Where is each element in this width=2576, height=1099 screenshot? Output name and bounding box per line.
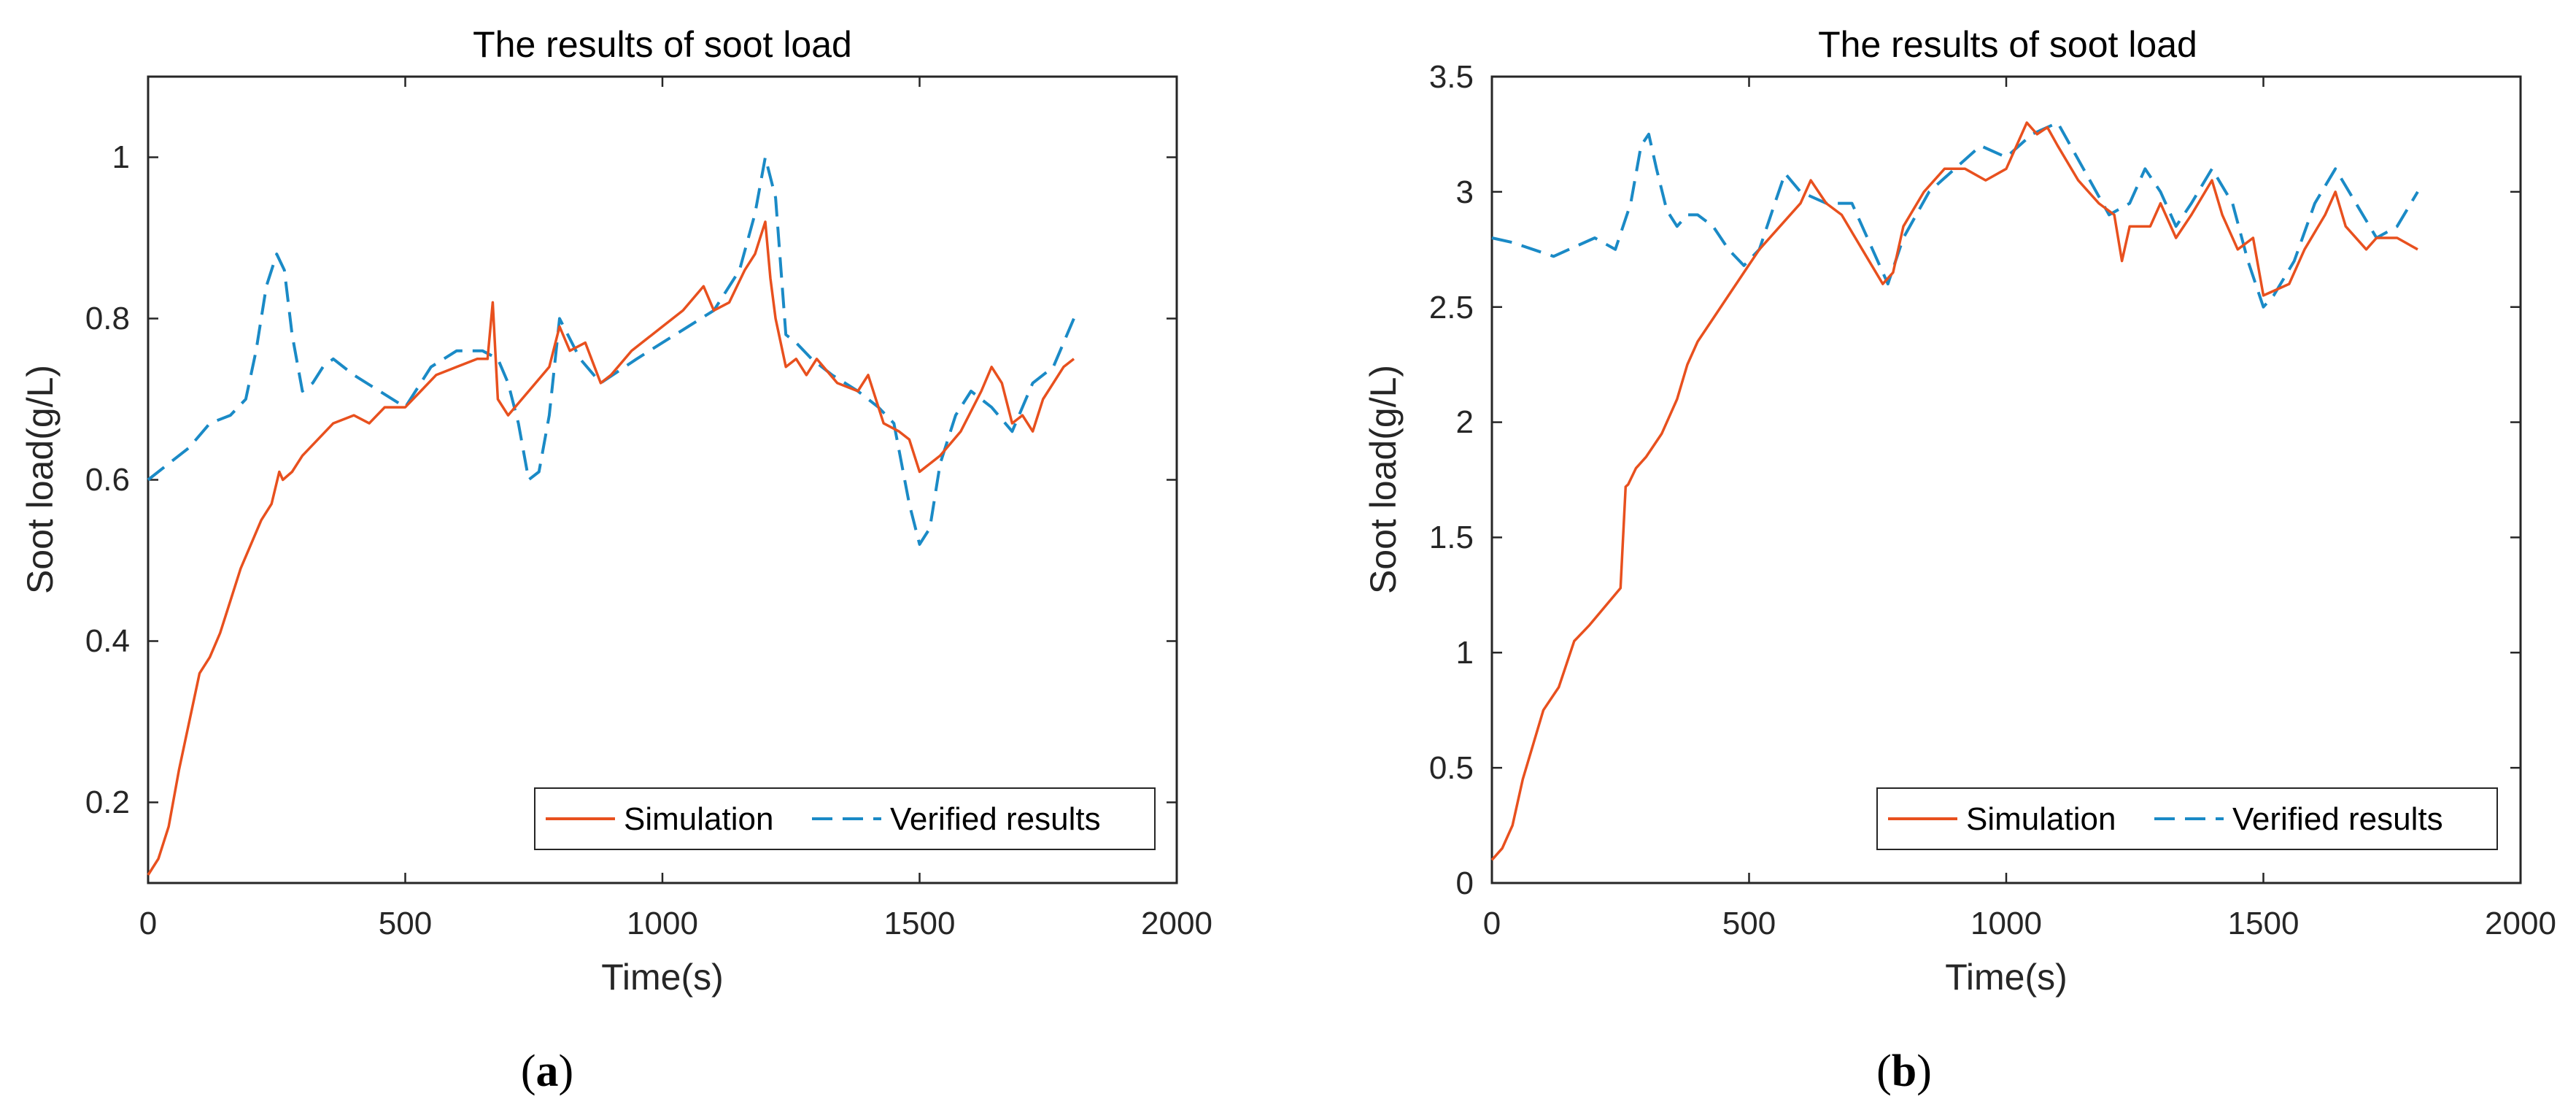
panel-b-ytick-label: 3.5 (1429, 59, 1474, 95)
panel-a-xtick-label: 500 (379, 906, 432, 941)
panel-a-xtick-label: 1000 (627, 906, 698, 941)
panel-b: The results of soot load 0 500 1000 1500… (1363, 24, 2556, 1096)
panel-a-xtick-label: 2000 (1141, 906, 1212, 941)
panel-b-caption: (b) (1876, 1046, 1932, 1096)
panel-b-xtick-label: 500 (1722, 906, 1776, 941)
panel-a-legend-simulation-label: Simulation (624, 801, 773, 837)
panel-a-legend: Simulation Verified results (534, 787, 1156, 850)
panel-b-legend-verified-label: Verified results (2232, 801, 2443, 837)
panel-b-ytick-label: 2.5 (1429, 290, 1474, 325)
panel-b-xtick-label: 1500 (2228, 906, 2300, 941)
panel-a-verified-results-line (147, 155, 1075, 546)
panel-a-ytick-label: 0.6 (85, 462, 130, 498)
panel-b-ticks (1490, 75, 2522, 884)
panel-b-series (1490, 121, 2419, 861)
panel-b-xtick-label: 0 (1483, 906, 1501, 941)
panel-a-ytick-label: 0.2 (85, 784, 130, 820)
panel-a-plot-frame (147, 75, 1178, 884)
panel-b-x-axis-label: Time(s) (1945, 957, 2068, 998)
panel-a-ytick-label: 0.4 (85, 623, 130, 659)
panel-b-legend-simulation-label: Simulation (1966, 801, 2116, 837)
panel-a-caption-letter: a (536, 1046, 559, 1096)
panel-a-xtick-label: 0 (139, 906, 157, 941)
panel-a-title: The results of soot load (473, 24, 852, 65)
panel-a: The results of soot load 0 500 1000 1500… (20, 24, 1212, 1096)
panel-a-series (147, 155, 1075, 876)
panel-b-ytick-label: 0.5 (1429, 750, 1474, 786)
panel-a-ytick-label: 1 (112, 139, 130, 175)
panel-b-xtick-label: 1000 (1970, 906, 2042, 941)
panel-b-caption-letter: b (1892, 1046, 1916, 1096)
panel-b-plot-frame (1490, 75, 2522, 884)
panel-b-ytick-label: 1 (1456, 635, 1474, 671)
panel-a-ytick-label: 0.8 (85, 301, 130, 336)
panel-b-ytick-label: 1.5 (1429, 520, 1474, 555)
panel-b-legend: Simulation Verified results (1876, 787, 2498, 850)
panel-a-simulation-line (147, 220, 1075, 876)
panel-b-ytick-label: 3 (1456, 174, 1474, 210)
panel-a-caption: (a) (521, 1046, 573, 1096)
panel-b-xtick-label: 2000 (2485, 906, 2556, 941)
panel-b-y-axis-label: Soot load(g/L) (1363, 365, 1404, 594)
panel-b-ytick-label: 0 (1456, 865, 1474, 901)
panel-a-ticks (147, 77, 1178, 883)
panel-a-x-axis-label: Time(s) (601, 957, 724, 998)
panel-b-simulation-line (1490, 121, 2418, 861)
panel-a-legend-verified-label: Verified results (890, 801, 1101, 837)
panel-a-xtick-label: 1500 (884, 906, 956, 941)
panel-b-title: The results of soot load (1818, 24, 2197, 65)
panel-a-y-axis-label: Soot load(g/L) (20, 365, 61, 594)
panel-b-ytick-label: 2 (1456, 404, 1474, 440)
